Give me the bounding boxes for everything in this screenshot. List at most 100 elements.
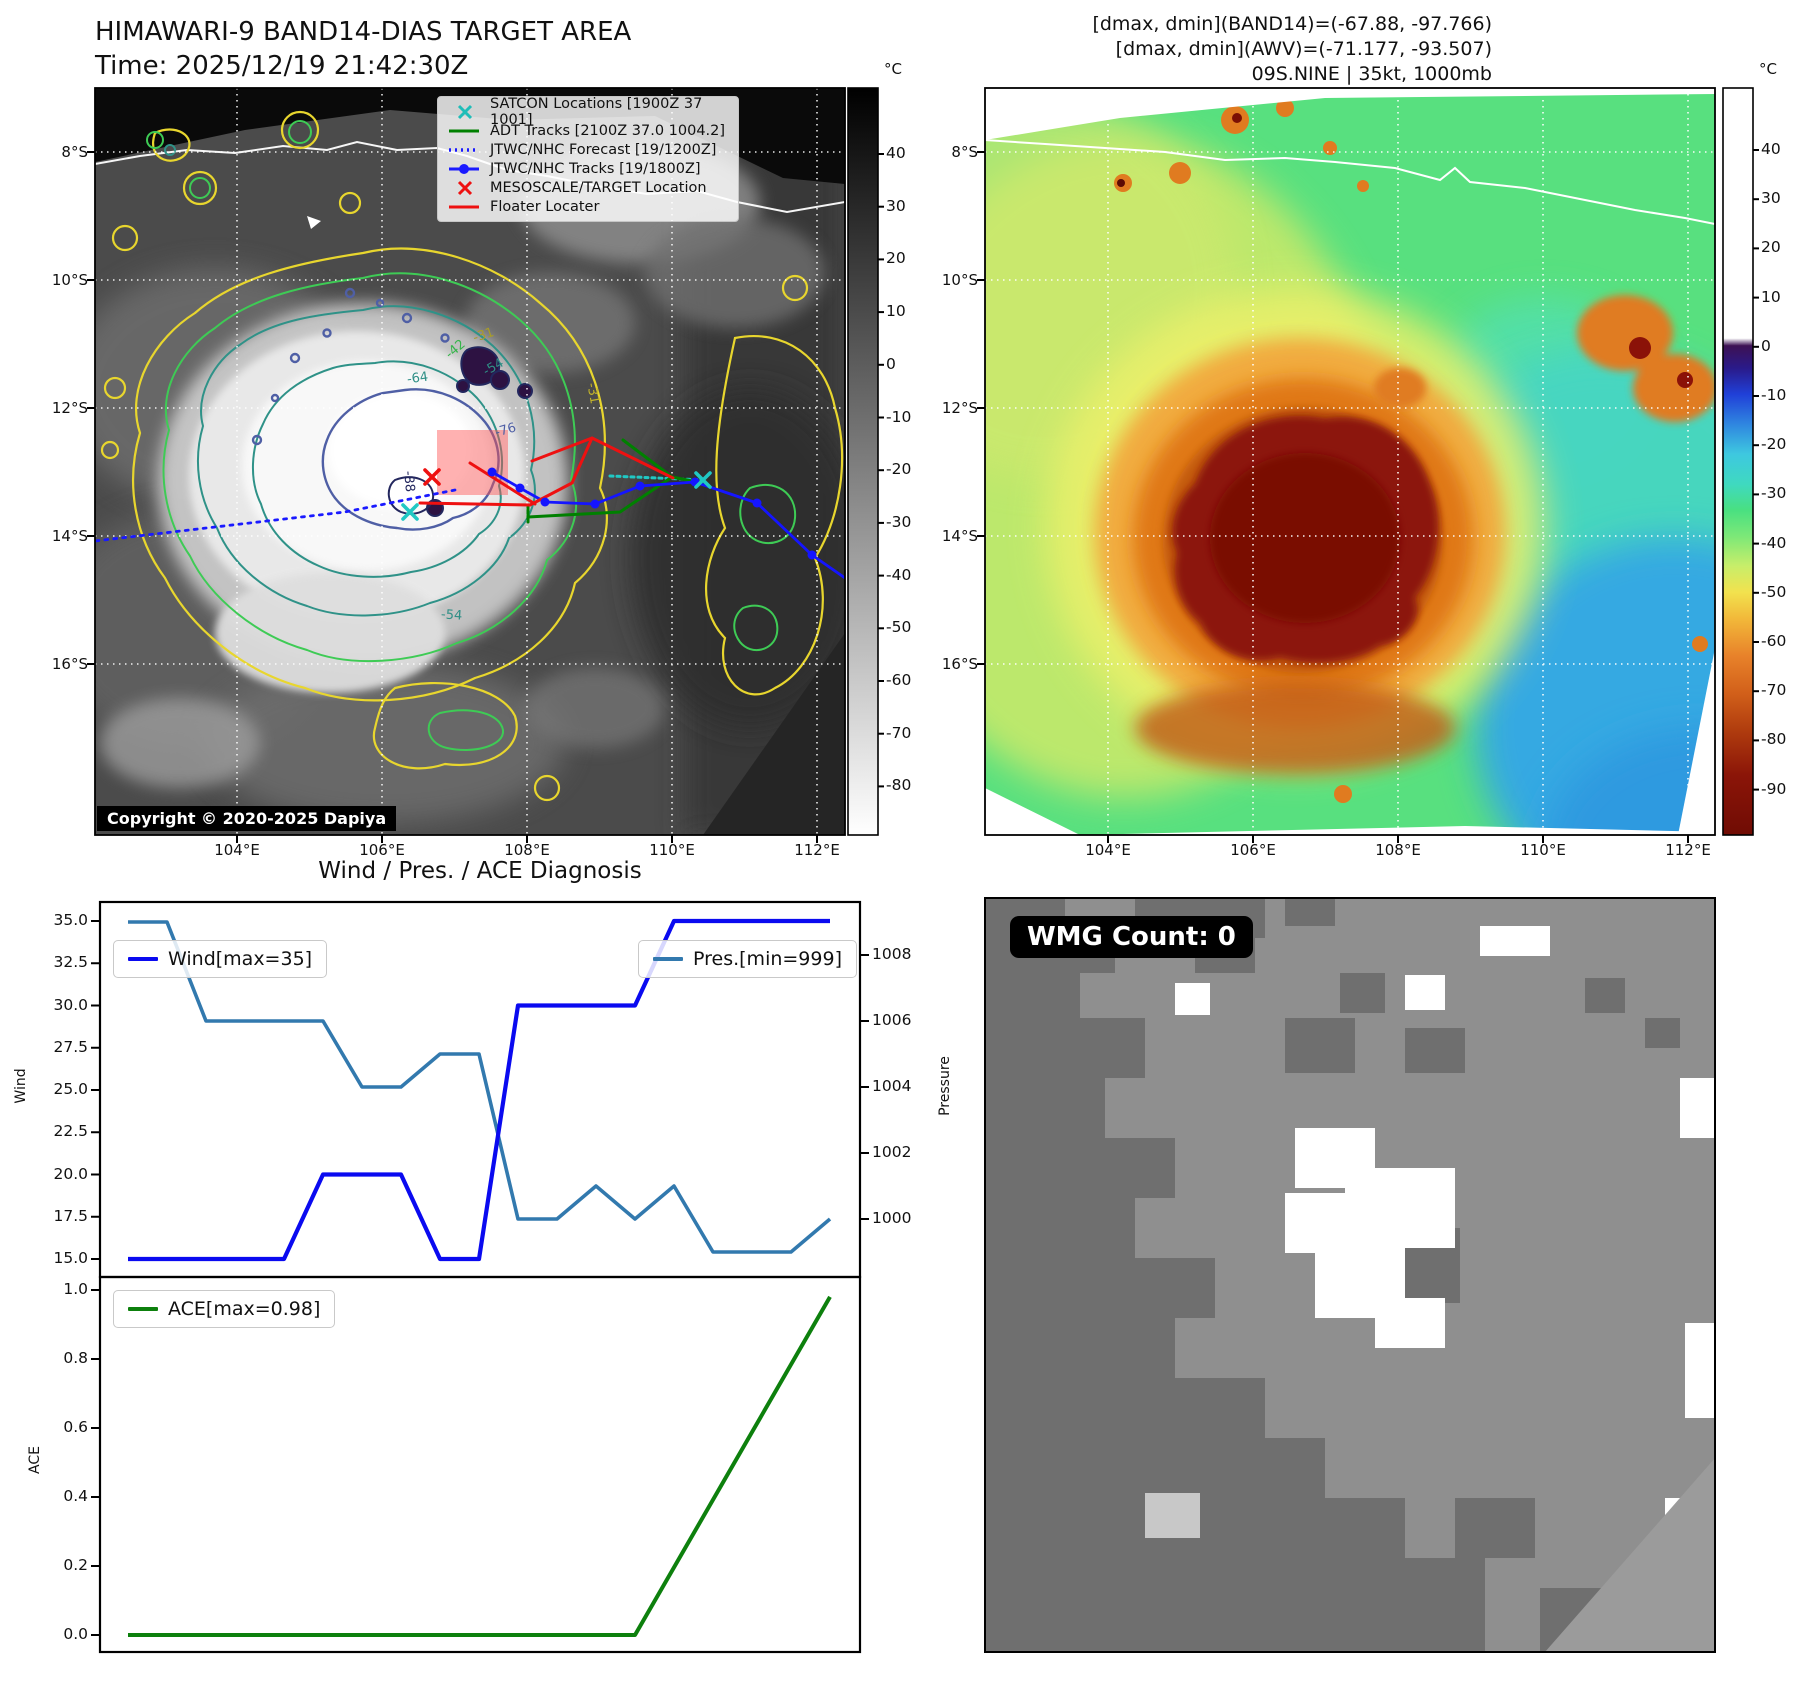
- pres-legend: Pres.[min=999]: [638, 940, 857, 978]
- lat-tick-label: 8°S: [61, 143, 88, 161]
- pressure-axis-label: Pressure: [937, 1056, 953, 1116]
- awv-colorbar-tick: 10: [1761, 287, 1781, 306]
- floater-track: [418, 436, 675, 507]
- pres-legend-label: Pres.[min=999]: [693, 948, 842, 970]
- awv-colorbar-tick: 0: [1761, 336, 1771, 355]
- wind-tick: 15.0: [53, 1249, 88, 1267]
- lon-tick-label: 112°E: [1665, 841, 1711, 859]
- wind-legend-label: Wind[max=35]: [168, 948, 313, 970]
- lon-tick-label: 112°E: [794, 841, 840, 859]
- line-sample-icon: [447, 199, 481, 215]
- band14-colorbar-tick: 20: [886, 249, 906, 268]
- band14-colorbar-tick: -80: [886, 776, 912, 795]
- lon-tick-label: 110°E: [1520, 841, 1566, 859]
- wind-tick: 32.5: [53, 953, 88, 972]
- legend-item-label: MESOSCALE/TARGET Location: [490, 179, 707, 196]
- legend-item-label: JTWC/NHC Tracks [19/1800Z]: [490, 160, 701, 177]
- legend-item-label: SATCON Locations [1900Z 37 1001]: [490, 95, 703, 128]
- wind-tick: 30.0: [53, 995, 88, 1014]
- band14-colorbar-tick: -50: [886, 618, 912, 637]
- wmg-frame: [984, 897, 1716, 1653]
- pressure-tick: 1000: [872, 1209, 912, 1227]
- lat-tick-label: 14°S: [51, 527, 88, 545]
- lat-tick-label: 14°S: [941, 527, 978, 545]
- wind-series-line: [128, 918, 830, 1262]
- wind-legend-swatch: [128, 957, 158, 961]
- legend-item-label: ADT Tracks [2100Z 37.0 1004.2]: [490, 122, 726, 139]
- x-marker-icon: [447, 104, 481, 120]
- pressure-tick: 1008: [872, 945, 912, 963]
- band14-colorbar-tick: -10: [886, 407, 912, 426]
- lon-tick-label: 108°E: [504, 841, 550, 859]
- lat-tick-label: 12°S: [51, 399, 88, 417]
- ace-tick: 0.8: [63, 1349, 88, 1367]
- wind-tick: 27.5: [53, 1037, 88, 1056]
- line-sample-icon: [447, 142, 481, 158]
- pressure-series-line: [128, 920, 832, 1254]
- jtwc-forecast-line: [93, 488, 457, 543]
- lon-tick-label: 104°E: [214, 841, 260, 859]
- stats-block: [dmax, dmin](BAND14)=(-67.88, -97.766) […: [892, 12, 1492, 87]
- awv-colorbar-tick: 20: [1761, 238, 1781, 257]
- pressure-tick: 1002: [872, 1143, 912, 1161]
- mesoscale-target-marker: [423, 468, 441, 486]
- band14-colorbar-tick: 0: [886, 354, 896, 373]
- lat-tick-label: 10°S: [941, 271, 978, 289]
- page-title: HIMAWARI-9 BAND14-DIAS TARGET AREA: [95, 17, 632, 47]
- ace-series-line: [128, 1295, 832, 1637]
- band14-colorbar-tick: -40: [886, 565, 912, 584]
- band14-colorbar-tick: 40: [886, 144, 906, 162]
- left-map-frame: [94, 87, 846, 836]
- band14-colorbar-tick: -20: [886, 460, 912, 479]
- stat-awv: [dmax, dmin](AWV)=(-71.177, -93.507): [1115, 38, 1492, 60]
- wind-tick: 17.5: [53, 1206, 88, 1225]
- satcon-marker-2: [694, 471, 712, 489]
- ace-tick: 0.2: [63, 1556, 88, 1574]
- line-sample-icon: [447, 123, 481, 139]
- right-map-gridlines: [985, 88, 1715, 835]
- lat-tick-label: 16°S: [941, 655, 978, 673]
- diagnosis-title: Wind / Pres. / ACE Diagnosis: [318, 858, 642, 884]
- adt-track: [526, 475, 709, 519]
- awv-colorbar-tick: 40: [1761, 140, 1781, 158]
- wind-tick: 35.0: [53, 911, 88, 929]
- lon-tick-label: 104°E: [1085, 841, 1131, 859]
- awv-colorbar-tick: -70: [1761, 681, 1787, 700]
- lat-tick-label: 16°S: [51, 655, 88, 673]
- timestamp: Time: 2025/12/19 21:42:30Z: [95, 51, 469, 81]
- legend-item: ADT Tracks [2100Z 37.0 1004.2]: [447, 121, 729, 140]
- band14-colorbar: [847, 87, 879, 836]
- legend-item: MESOSCALE/TARGET Location: [447, 178, 729, 197]
- diagnosis-chart-lines: [128, 918, 832, 1637]
- legend-item-label: Floater Locater: [490, 198, 600, 215]
- legend-item: Floater Locater: [447, 197, 729, 216]
- wind-axis-label: Wind: [13, 1068, 29, 1104]
- ace-chart-frame: [98, 1275, 862, 1654]
- stat-band14: [dmax, dmin](BAND14)=(-67.88, -97.766): [1092, 13, 1492, 35]
- storm-id: 09S.NINE | 35kt, 1000mb: [1251, 63, 1492, 85]
- wind-tick: 25.0: [53, 1080, 88, 1098]
- awv-colorbar-tick: -80: [1761, 730, 1787, 749]
- x-marker-icon: [447, 180, 481, 196]
- ace-axis-label: ACE: [27, 1446, 43, 1474]
- wmg-image: [985, 898, 1715, 1652]
- wind-tick: 22.5: [53, 1122, 88, 1141]
- wind-legend: Wind[max=35]: [113, 940, 328, 978]
- copyright-badge: Copyright © 2020-2025 Dapiya: [97, 806, 397, 831]
- awv-colorbar-tick: -50: [1761, 582, 1787, 601]
- band14-colorbar-unit: °C: [884, 60, 902, 78]
- band14-colorbar-tick: -70: [886, 723, 912, 742]
- awv-colorbar-tick: 30: [1761, 189, 1781, 208]
- coastline: [984, 139, 1716, 225]
- legend-item: SATCON Locations [1900Z 37 1001]: [447, 96, 729, 128]
- lat-tick-label: 8°S: [951, 143, 978, 161]
- pressure-tick: 1006: [872, 1011, 912, 1029]
- ace-tick: 0.0: [63, 1625, 88, 1643]
- awv-colorbar: [1722, 87, 1754, 836]
- wmg-panel: WMG Count: 0: [985, 898, 1715, 1652]
- contour-minus31: [100, 110, 844, 802]
- wind-tick: 20.0: [53, 1164, 88, 1183]
- lon-tick-label: 106°E: [359, 841, 405, 859]
- pressure-tick: 1004: [872, 1077, 912, 1095]
